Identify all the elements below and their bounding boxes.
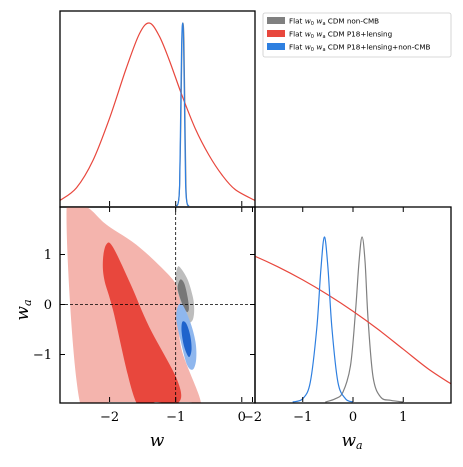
contour-68-3 xyxy=(181,321,192,358)
x-tick-label-wa: −1 xyxy=(293,410,312,425)
legend-swatch xyxy=(267,43,285,50)
x-tick-label-wa: 1 xyxy=(399,410,407,425)
legend-entry-label: Flat w0 wa CDM non-CMB xyxy=(289,17,379,28)
y-tick-label-wa: 0 xyxy=(44,298,52,313)
w-marginal-curve-3 xyxy=(175,22,190,207)
y-tick-label-wa: −1 xyxy=(33,348,52,363)
x-tick-label-w: 0 xyxy=(238,410,246,425)
panel-wa-marginal xyxy=(251,206,452,404)
legend: Flat w0 wa CDM non-CMB Flat w0 wa CDM P18… xyxy=(262,12,452,58)
panel-w-marginal xyxy=(59,10,256,208)
legend-box xyxy=(262,12,452,58)
w-marginal-curve-1 xyxy=(175,22,189,207)
wa-marginal-curve-1 xyxy=(325,236,404,403)
legend-swatch xyxy=(267,30,285,37)
wa-marginal-curve-3 xyxy=(292,236,354,403)
wa-marginal-curve-2 xyxy=(255,255,451,385)
legend-entry-label: Flat w0 wa CDM P18+lensing+non-CMB xyxy=(289,43,431,54)
x-axis-label-wa: wa xyxy=(341,431,362,452)
panel-w-wa-contours xyxy=(59,201,256,404)
contour-68-2 xyxy=(102,242,182,403)
w-marginal-curve-2 xyxy=(60,22,255,202)
x-tick-label-wa: 0 xyxy=(349,410,357,425)
y-tick-label-wa: 1 xyxy=(44,248,52,263)
x-tick-label-w: −2 xyxy=(100,410,119,425)
x-axis-label-w: w xyxy=(150,431,165,451)
legend-swatch xyxy=(267,17,285,24)
legend-entry-label: Flat w0 wa CDM P18+lensing xyxy=(289,30,392,41)
x-tick-label-wa: −2 xyxy=(243,410,262,425)
y-axis-label-wa: wa xyxy=(13,299,34,320)
x-tick-label-w: −1 xyxy=(166,410,185,425)
contour-68-1 xyxy=(177,279,189,313)
